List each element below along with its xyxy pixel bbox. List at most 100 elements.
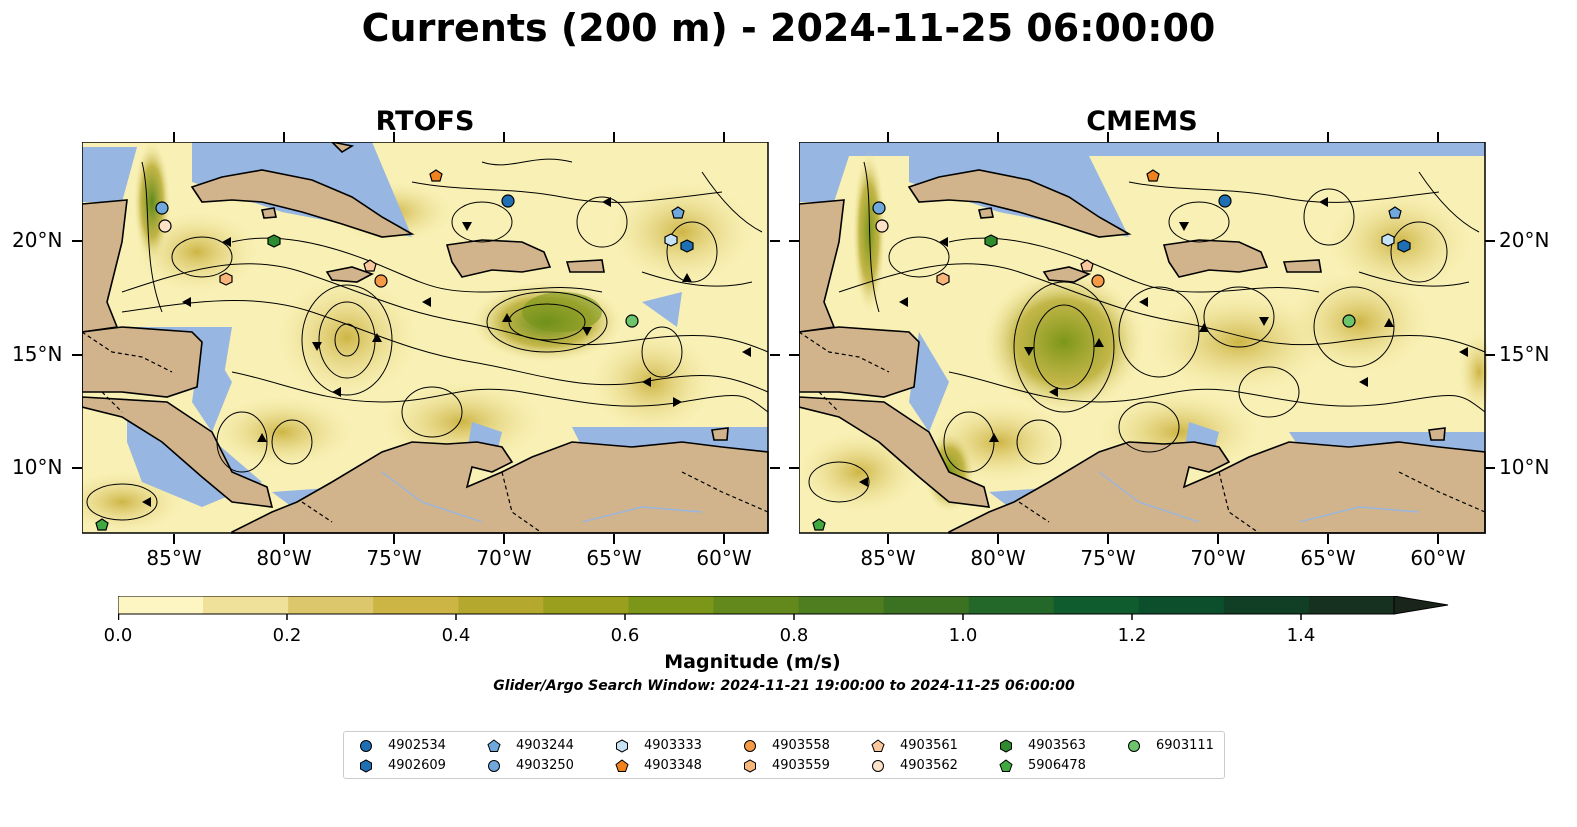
colorbar-bin — [968, 596, 1055, 614]
lon-label-85w: 85°W — [860, 546, 916, 570]
figure-title: Currents (200 m) - 2024-11-25 06:00:00 — [361, 6, 1216, 50]
country-borders — [799, 331, 1486, 534]
float-4903348 — [1146, 169, 1160, 182]
cb-tick-0-2: 0.2 — [272, 625, 302, 646]
pentagon-marker-icon — [487, 739, 501, 752]
legend-label: 4902609 — [388, 758, 446, 773]
pentagon-marker-icon — [615, 759, 629, 772]
lon-label-70w: 70°W — [1190, 546, 1246, 570]
colorbar-bin — [713, 596, 800, 614]
colorbar-bin — [1308, 596, 1395, 614]
circle-marker-icon — [488, 760, 500, 772]
float-4903244 — [671, 206, 685, 219]
circle-marker-icon — [1128, 740, 1140, 752]
stream-arrows — [142, 197, 751, 507]
float-markers — [812, 169, 1411, 531]
float-4903563 — [267, 234, 281, 248]
float-4903561 — [363, 259, 377, 272]
legend-label: 4903561 — [900, 738, 958, 753]
float-4903250 — [872, 201, 886, 215]
panel-title-cmems: CMEMS — [1086, 106, 1198, 137]
float-4903561 — [1080, 259, 1094, 272]
float-4903348 — [429, 169, 443, 182]
colorbar-bin — [288, 596, 374, 614]
lat-label-left-20: 20°N — [12, 228, 63, 252]
cb-tick-1-2: 1.2 — [1117, 625, 1147, 646]
colorbar-bin — [628, 596, 714, 614]
float-5906478 — [95, 518, 109, 531]
float-6903111 — [1342, 314, 1356, 328]
colorbar-frame — [118, 596, 1395, 615]
colorbar-ticks — [118, 614, 1302, 620]
float-4903559 — [219, 272, 233, 286]
pentagon-marker-icon — [871, 739, 885, 752]
lon-label-60w: 60°W — [1410, 546, 1466, 570]
colorbar-bin — [1138, 596, 1225, 614]
cb-tick-0-8: 0.8 — [779, 625, 809, 646]
legend-label: 4903244 — [516, 738, 574, 753]
axis-ticks — [72, 132, 1495, 544]
northern-strip — [799, 142, 1485, 156]
colorbar-bin — [543, 596, 629, 614]
circle-marker-icon — [744, 740, 756, 752]
stream-arrows — [859, 197, 1468, 487]
colorbar-label: Magnitude (m/s) — [664, 651, 841, 673]
legend-label: 5906478 — [1028, 758, 1086, 773]
cb-tick-0: 0.0 — [103, 625, 133, 646]
cmems-map — [799, 142, 1487, 534]
lat-label-left-15: 15°N — [12, 342, 63, 366]
colorbar-bin — [203, 596, 289, 614]
lat-label-left-10: 10°N — [12, 455, 63, 479]
colorbar-bin — [373, 596, 459, 614]
rivers — [1098, 471, 1420, 523]
float-5906478 — [812, 518, 826, 531]
float-4903333 — [1381, 233, 1395, 247]
legend-label: 4903250 — [516, 758, 574, 773]
float-4902534 — [1218, 194, 1232, 208]
colorbar-extend-arrow — [1393, 596, 1449, 615]
lon-label-75w-left: 75°W — [366, 546, 422, 570]
cb-tick-0-4: 0.4 — [441, 625, 471, 646]
rtofs-map — [82, 142, 769, 534]
cb-tick-1-4: 1.4 — [1286, 625, 1316, 646]
float-4903250 — [155, 201, 169, 215]
float-4902609 — [680, 239, 694, 253]
hexagon-marker-icon — [616, 739, 628, 753]
legend-label: 4903333 — [644, 738, 702, 753]
colorbar-bin — [883, 596, 970, 614]
cb-tick-0-6: 0.6 — [610, 625, 640, 646]
float-legend: 4902534 4902609 4903244 4903250 4903333 49033… — [343, 731, 1225, 779]
map-frame — [799, 142, 1486, 534]
rivers — [381, 471, 703, 523]
colorbar — [118, 596, 1449, 615]
colorbar-bin — [1053, 596, 1140, 614]
pentagon-marker-icon — [999, 759, 1013, 772]
search-window-note: Glider/Argo Search Window: 2024-11-21 19… — [493, 678, 1075, 694]
landmass — [82, 142, 769, 534]
lon-label-80w-left: 80°W — [256, 546, 312, 570]
hexagon-marker-icon — [1000, 739, 1012, 753]
legend-label: 4903558 — [772, 738, 830, 753]
lon-label-65w-left: 65°W — [586, 546, 642, 570]
hexagon-marker-icon — [360, 759, 372, 773]
colorbar-bin — [1223, 596, 1310, 614]
float-4903558 — [374, 274, 388, 288]
circle-marker-icon — [360, 740, 372, 752]
legend-label: 6903111 — [1156, 738, 1214, 753]
float-markers — [95, 169, 694, 531]
legend-label: 4902534 — [388, 738, 446, 753]
hexagon-marker-icon — [744, 759, 756, 773]
lat-label-right-20: 20°N — [1499, 228, 1550, 252]
lon-label-65w: 65°W — [1300, 546, 1356, 570]
legend-label: 4903563 — [1028, 738, 1086, 753]
float-4903563 — [984, 234, 998, 248]
float-4903562 — [158, 219, 172, 233]
streamlines — [86, 158, 769, 521]
country-borders — [82, 331, 769, 534]
landmass — [799, 169, 1486, 534]
legend-label: 4903562 — [900, 758, 958, 773]
float-4903333 — [664, 233, 678, 247]
lat-label-right-10: 10°N — [1499, 455, 1550, 479]
lon-label-85w-left: 85°W — [146, 546, 202, 570]
lat-label-right-15: 15°N — [1499, 342, 1550, 366]
